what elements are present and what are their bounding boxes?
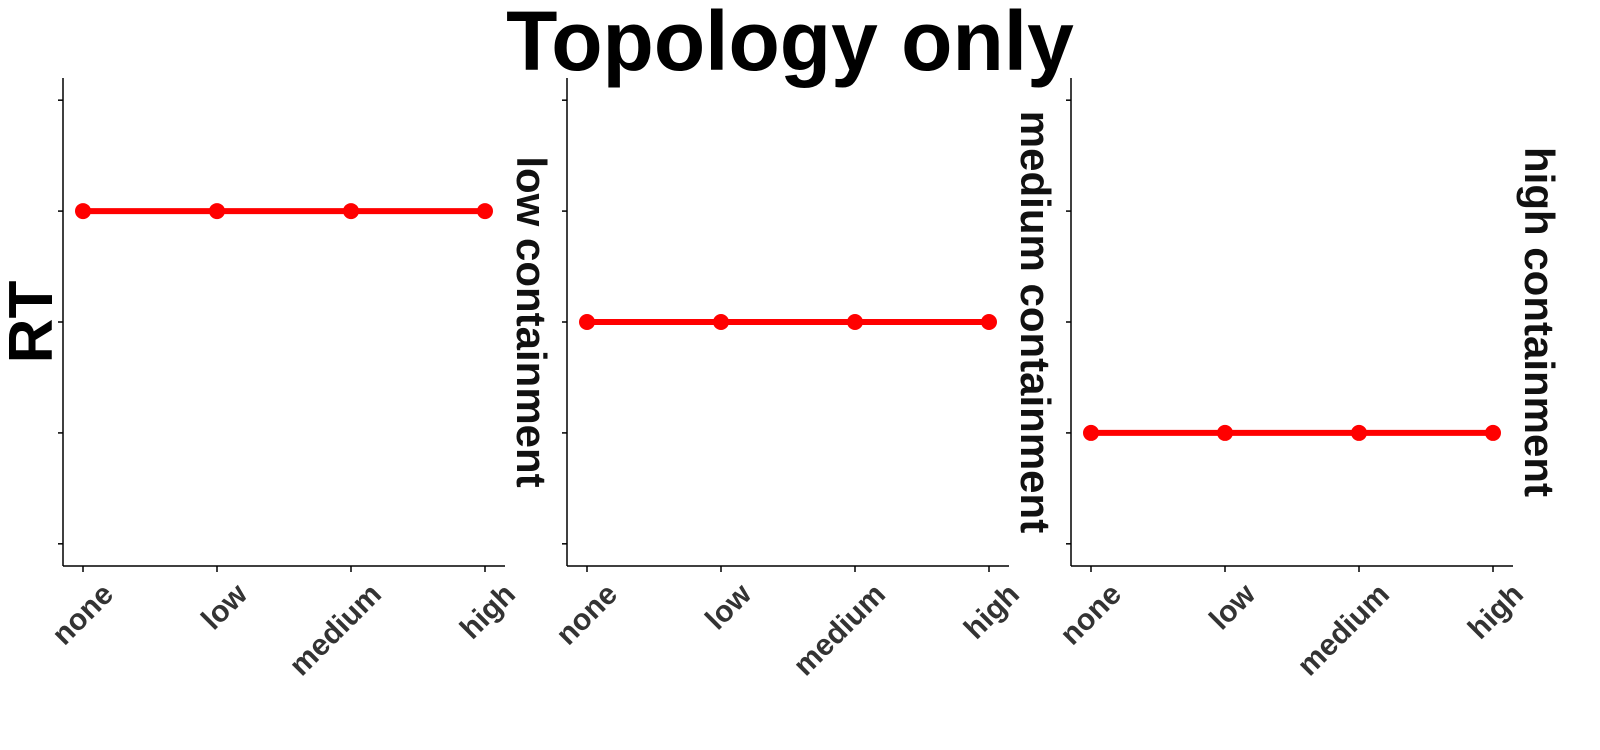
data-point — [75, 203, 91, 220]
x-tick-label: high — [1462, 578, 1530, 646]
data-point — [981, 314, 997, 330]
x-tick-label: none — [46, 578, 120, 652]
y-axis-label: RT — [0, 281, 66, 364]
panel-strip-label: medium containment — [1012, 111, 1059, 533]
data-point — [1351, 424, 1367, 441]
x-tick-label: medium — [1291, 578, 1396, 683]
data-point — [579, 314, 595, 330]
x-tick-label: low — [195, 577, 254, 636]
chart-title: Topology only — [506, 0, 1074, 88]
panel-1: none low medium high low containment — [46, 78, 555, 682]
data-point — [1217, 424, 1233, 441]
x-tick-label: medium — [283, 578, 388, 683]
x-tick-label: medium — [787, 578, 892, 683]
x-tick-label: low — [699, 577, 758, 636]
x-tick-label: none — [1054, 578, 1128, 652]
x-tick-label: none — [550, 578, 624, 652]
panel-2: none low medium high medium containment — [550, 78, 1059, 682]
x-tick-label: high — [454, 578, 522, 646]
panel-strip-label: low containment — [508, 156, 555, 487]
data-point — [847, 314, 863, 330]
x-tick-label: high — [958, 578, 1026, 646]
data-point — [343, 203, 359, 220]
data-point — [1485, 424, 1501, 441]
data-point — [713, 314, 729, 330]
data-point — [1083, 424, 1099, 441]
panel-strip-label: high containment — [1516, 147, 1563, 497]
panel-3: none low medium high high containment — [1054, 78, 1563, 682]
data-point — [209, 203, 225, 220]
x-tick-label: low — [1203, 577, 1262, 636]
data-point — [477, 203, 493, 220]
